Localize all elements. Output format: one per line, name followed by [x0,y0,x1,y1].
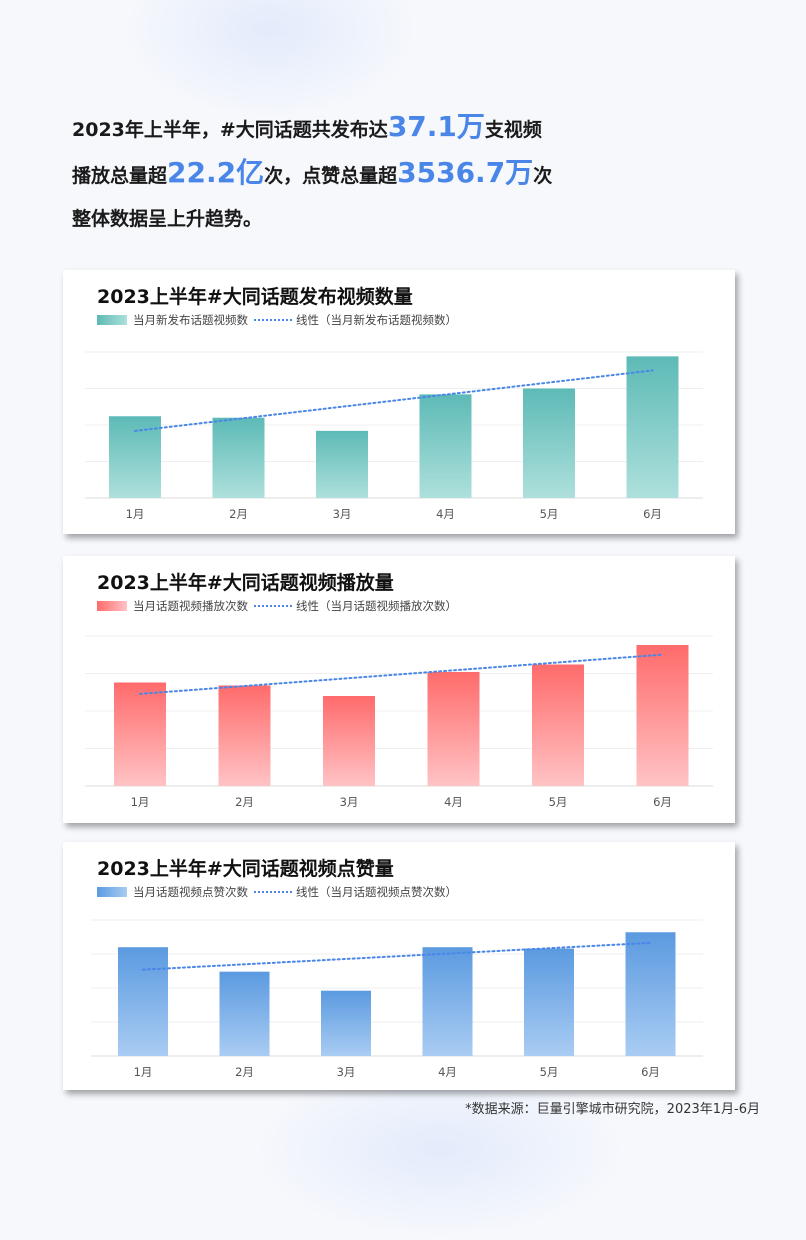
trendline [139,653,664,695]
bar-chart-videos: 1月 2月 3月 4月 5月 6月 [85,351,703,521]
bar-chart-plays: 1月 2月 3月 4月 5月 6月 [85,635,713,809]
x-tick-label: 1月 [131,795,150,809]
bar-5 [532,664,584,786]
legend-swatch [97,315,127,325]
chart-title: 2023上半年#大同话题视频播放量 [97,572,394,594]
headline-line-2: 播放总量超22.2亿次，点赞总量超3536.7万次 [72,150,772,196]
bar-2 [212,417,265,498]
chart-legend: 当月话题视频点赞次数 线性（当月话题视频点赞次数） [97,884,457,900]
x-tick-label: 2月 [229,507,248,521]
bar-1 [114,682,166,786]
chart-title: 2023上半年#大同话题视频点赞量 [97,858,394,880]
x-tick-label: 6月 [641,1065,660,1079]
legend-trend-swatch [254,891,292,893]
x-tick-label: 4月 [436,507,455,521]
legend-label: 当月新发布话题视频数 [133,313,248,327]
bar-4 [427,672,480,786]
x-tick-label: 3月 [333,507,352,521]
bar-1 [109,416,161,498]
x-tick-label: 1月 [134,1065,153,1079]
x-tick-label: 5月 [540,507,559,521]
bar-3 [323,696,375,786]
chart-card-plays: 2023上半年#大同话题视频播放量 当月话题视频播放次数 线性（当月话题视频播放… [63,556,735,823]
headline-text: 支视频 [484,119,542,141]
chart-title: 2023上半年#大同话题发布视频数量 [97,286,413,308]
bar-2 [219,971,270,1056]
x-tick-label: 5月 [549,795,568,809]
legend-swatch [97,887,127,897]
bar-1 [118,947,168,1056]
headline-text: 2023年上半年，#大同话题共发布达 [72,119,388,141]
headline-highlight: 37.1万 [387,110,485,143]
bar-5 [523,388,575,498]
chart-card-likes: 2023上半年#大同话题视频点赞量 当月话题视频点赞次数 线性（当月话题视频点赞… [63,842,735,1090]
x-tick-label: 4月 [438,1065,457,1079]
legend-label: 当月话题视频点赞次数 [133,885,248,899]
legend-trend-label: 线性（当月话题视频播放次数） [296,599,457,613]
x-tick-label: 3月 [337,1065,356,1079]
x-tick-label: 6月 [653,795,672,809]
bar-3 [316,430,368,498]
trendline [142,941,652,971]
legend-trend-swatch [254,319,292,321]
legend-trend-label: 线性（当月新发布话题视频数） [296,313,457,327]
headline: 2023年上半年，#大同话题共发布达37.1万支视频 播放总量超22.2亿次，点… [72,104,772,242]
legend-trend-label: 线性（当月话题视频点赞次数） [296,885,457,899]
chart-card-videos: 2023上半年#大同话题发布视频数量 当月新发布话题视频数 线性（当月新发布话题… [63,270,735,534]
bar-5 [524,948,574,1056]
headline-line-1: 2023年上半年，#大同话题共发布达37.1万支视频 [72,104,772,150]
bar-4 [422,947,473,1056]
x-tick-label: 3月 [340,795,359,809]
headline-text: 播放总量超 [72,165,168,187]
bar-4 [419,394,472,498]
background-glow [120,0,420,120]
source-note: *数据来源：巨量引擎城市研究院，2023年1月-6月 [465,1102,760,1117]
bar-3 [321,990,371,1056]
x-tick-label: 2月 [235,1065,254,1079]
headline-text: 次，点赞总量超 [264,165,398,187]
x-tick-label: 4月 [444,795,463,809]
x-tick-label: 5月 [540,1065,559,1079]
legend-swatch [97,601,127,611]
chart-legend: 当月话题视频播放次数 线性（当月话题视频播放次数） [97,598,457,614]
headline-highlight: 3536.7万 [397,156,534,189]
bar-2 [218,685,271,786]
legend-trend-swatch [254,605,292,607]
bar-6 [625,932,676,1056]
headline-text: 次 [533,165,553,187]
bar-chart-likes: 1月 2月 3月 4月 5月 6月 [91,919,703,1079]
trendline [134,369,654,432]
x-tick-label: 6月 [643,507,662,521]
chart-legend: 当月新发布话题视频数 线性（当月新发布话题视频数） [97,312,457,328]
legend-label: 当月话题视频播放次数 [133,599,248,613]
x-tick-label: 1月 [126,507,145,521]
bar-6 [626,356,679,498]
x-tick-label: 2月 [235,795,254,809]
headline-line-3: 整体数据呈上升趋势。 [72,208,263,230]
bar-6 [636,645,689,786]
headline-highlight: 22.2亿 [167,156,265,189]
